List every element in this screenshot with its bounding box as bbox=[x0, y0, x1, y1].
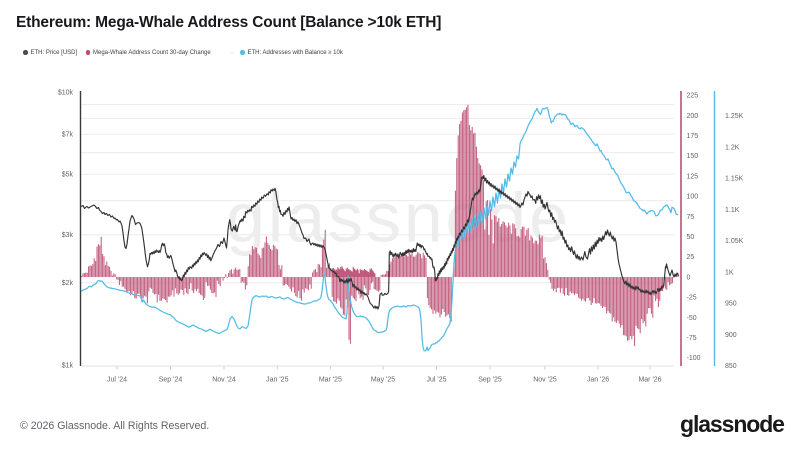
svg-text:850: 850 bbox=[725, 363, 737, 370]
svg-text:125: 125 bbox=[687, 173, 699, 180]
svg-text:75: 75 bbox=[687, 214, 695, 221]
svg-text:-50: -50 bbox=[687, 315, 697, 322]
svg-text:950: 950 bbox=[725, 301, 737, 308]
svg-text:Jul '25: Jul '25 bbox=[426, 377, 446, 384]
svg-text:25: 25 bbox=[687, 254, 695, 261]
svg-text:Mar '25: Mar '25 bbox=[319, 377, 342, 384]
svg-text:1.25K: 1.25K bbox=[725, 113, 744, 120]
svg-text:-100: -100 bbox=[687, 355, 701, 362]
svg-text:175: 175 bbox=[687, 133, 699, 140]
svg-text:1K: 1K bbox=[725, 269, 734, 276]
svg-text:100: 100 bbox=[687, 194, 699, 201]
svg-text:May '25: May '25 bbox=[371, 377, 395, 384]
svg-text:900: 900 bbox=[725, 332, 737, 339]
svg-text:Jan '26: Jan '26 bbox=[587, 377, 609, 384]
svg-text:200: 200 bbox=[687, 113, 699, 120]
svg-text:Nov '25: Nov '25 bbox=[533, 377, 557, 384]
svg-text:Jan '25: Jan '25 bbox=[266, 377, 288, 384]
svg-text:1.15K: 1.15K bbox=[725, 176, 744, 183]
svg-text:1.1K: 1.1K bbox=[725, 207, 740, 214]
svg-text:150: 150 bbox=[687, 153, 699, 160]
svg-text:$3k: $3k bbox=[62, 232, 74, 239]
svg-text:$7k: $7k bbox=[62, 132, 74, 139]
svg-text:Jul '24: Jul '24 bbox=[107, 377, 127, 384]
svg-text:50: 50 bbox=[687, 234, 695, 241]
svg-text:$1k: $1k bbox=[62, 362, 74, 369]
svg-text:1.05K: 1.05K bbox=[725, 238, 744, 245]
svg-text:$2k: $2k bbox=[62, 280, 74, 287]
svg-text:-75: -75 bbox=[687, 335, 697, 342]
svg-text:Mar '26: Mar '26 bbox=[638, 377, 661, 384]
svg-text:$10k: $10k bbox=[58, 89, 74, 96]
svg-text:1.2K: 1.2K bbox=[725, 144, 740, 151]
svg-text:Sep '25: Sep '25 bbox=[478, 377, 502, 384]
svg-text:-25: -25 bbox=[687, 295, 697, 302]
svg-text:Nov '24: Nov '24 bbox=[212, 377, 236, 384]
svg-text:225: 225 bbox=[687, 93, 699, 100]
svg-text:$5k: $5k bbox=[62, 172, 74, 179]
svg-text:Sep '24: Sep '24 bbox=[159, 377, 183, 384]
svg-text:0: 0 bbox=[687, 274, 691, 281]
